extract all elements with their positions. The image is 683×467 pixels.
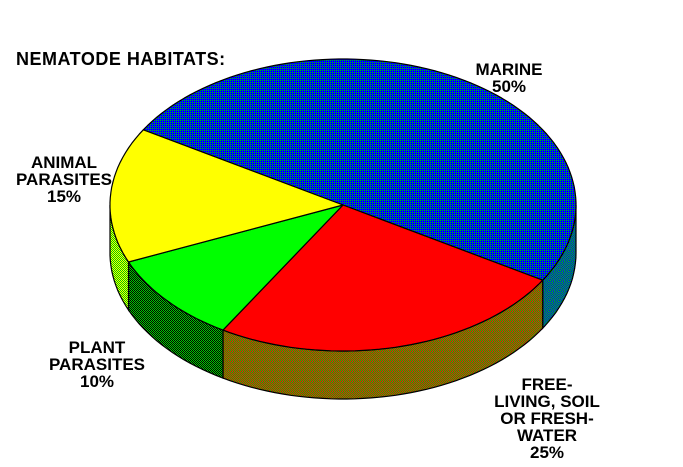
chart-title: NEMATODE HABITATS: bbox=[16, 49, 226, 69]
slice-label-line: WATER bbox=[516, 426, 578, 445]
slice-label-line: PLANT bbox=[68, 338, 126, 357]
slice-value-label: 15% bbox=[46, 187, 82, 206]
slice-value-label: 10% bbox=[79, 372, 115, 391]
slice-label-animal-parasites: ANIMAL PARASITES 15% bbox=[2, 154, 126, 205]
slice-label-line: MARINE bbox=[475, 60, 543, 79]
slice-label-line: FREE- bbox=[521, 375, 573, 394]
pie-slice-animal-parasites bbox=[109, 129, 344, 263]
slice-value-label: 25% bbox=[529, 443, 565, 462]
slice-label-line: PARASITES bbox=[48, 355, 146, 374]
slice-label-line: PARASITES bbox=[15, 170, 113, 189]
pie-slice-marine bbox=[142, 58, 577, 281]
slice-label-free-living: FREE- LIVING, SOIL OR FRESH- WATER 25% bbox=[467, 376, 627, 461]
slice-label-line: OR FRESH- bbox=[500, 409, 594, 428]
slice-label-line: LIVING, SOIL bbox=[494, 392, 600, 411]
pie-slice-free-living-soil-or-fresh-water bbox=[222, 204, 544, 352]
slice-value-label: 50% bbox=[491, 77, 527, 96]
slice-label-plant-parasites: PLANT PARASITES 10% bbox=[26, 339, 168, 390]
pie-slice-plant-parasites bbox=[127, 204, 344, 331]
slice-label-marine: MARINE 50% bbox=[429, 61, 589, 95]
slice-label-line: ANIMAL bbox=[30, 153, 98, 172]
